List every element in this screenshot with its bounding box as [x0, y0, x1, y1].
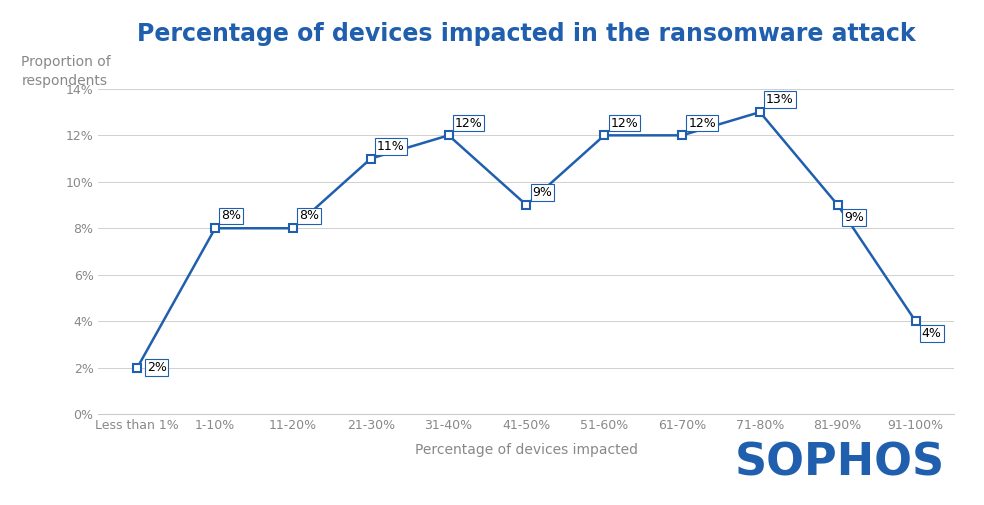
- Text: 12%: 12%: [689, 117, 716, 129]
- Text: 8%: 8%: [299, 210, 319, 222]
- Text: 12%: 12%: [455, 117, 482, 129]
- Text: 8%: 8%: [221, 210, 241, 222]
- Title: Percentage of devices impacted in the ransomware attack: Percentage of devices impacted in the ra…: [137, 22, 916, 45]
- Text: 12%: 12%: [610, 117, 639, 129]
- Text: 9%: 9%: [532, 186, 553, 199]
- Text: 11%: 11%: [377, 140, 404, 153]
- Text: Proportion of
respondents: Proportion of respondents: [22, 55, 111, 87]
- Text: 2%: 2%: [147, 361, 166, 374]
- Text: 4%: 4%: [922, 327, 942, 340]
- Text: 13%: 13%: [767, 93, 794, 106]
- Text: SOPHOS: SOPHOS: [734, 442, 945, 485]
- X-axis label: Percentage of devices impacted: Percentage of devices impacted: [415, 443, 638, 457]
- Text: 9%: 9%: [844, 211, 864, 224]
